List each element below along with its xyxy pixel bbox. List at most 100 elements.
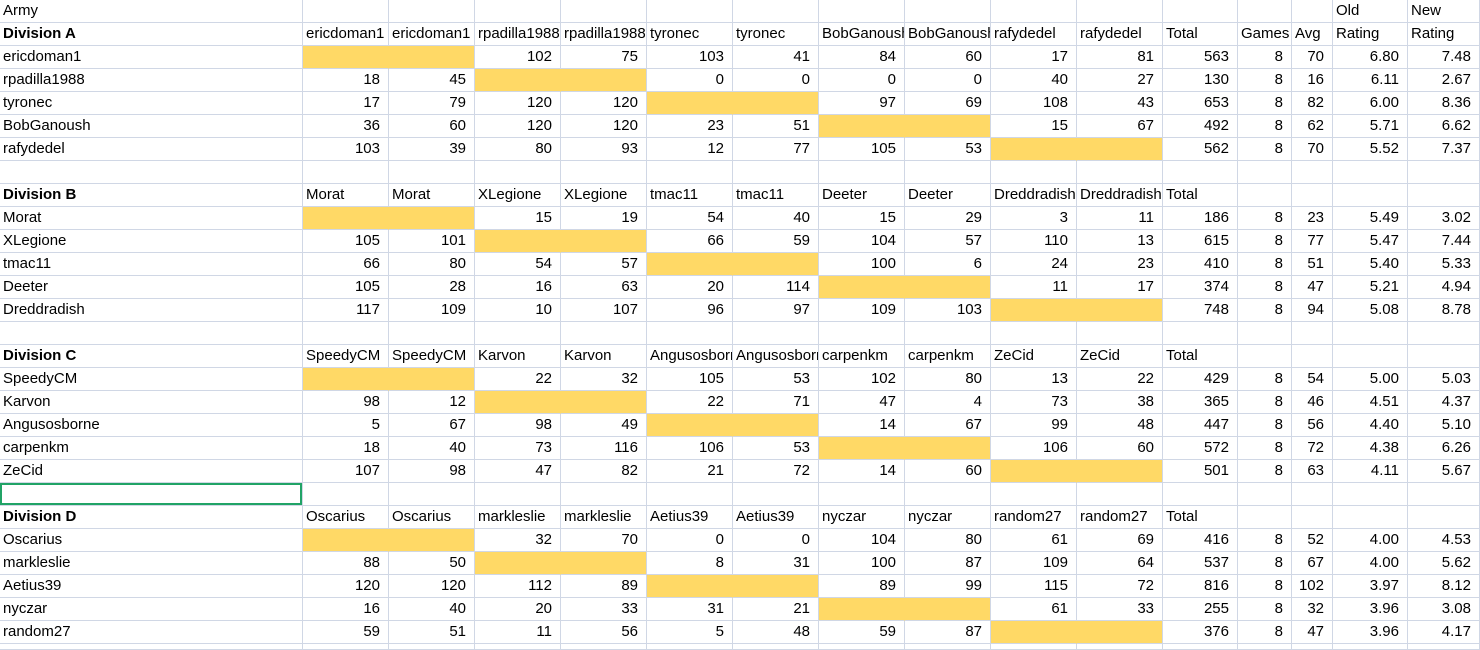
score-cell[interactable]: 24 [991,253,1077,276]
score-cell[interactable]: 114 [733,276,819,299]
score-cell[interactable]: 10 [475,299,561,322]
score-cell[interactable]: 5 [303,414,389,437]
player-column-header[interactable]: tmac11 [733,184,819,207]
empty-cell[interactable] [733,483,819,506]
empty-cell[interactable] [1077,483,1163,506]
empty-cell[interactable] [1292,161,1333,184]
new-rating-cell[interactable]: 5.33 [1408,253,1480,276]
player-column-header[interactable]: Aetius39 [647,506,733,529]
score-cell[interactable]: 15 [991,115,1077,138]
self-match-cell[interactable] [819,115,905,138]
total-header[interactable]: Total [1163,345,1238,368]
avg-cell[interactable]: 47 [1292,276,1333,299]
avg-cell[interactable]: 63 [1292,460,1333,483]
new-rating-cell[interactable]: 8.36 [1408,92,1480,115]
self-match-cell[interactable] [905,115,991,138]
score-cell[interactable]: 103 [303,138,389,161]
old-rating-cell[interactable]: 5.52 [1333,138,1408,161]
avg-cell[interactable]: 32 [1292,598,1333,621]
player-column-header[interactable]: carpenkm [905,345,991,368]
total-cell[interactable]: 429 [1163,368,1238,391]
score-cell[interactable]: 33 [1077,598,1163,621]
score-cell[interactable]: 110 [991,230,1077,253]
score-cell[interactable]: 79 [389,92,475,115]
total-cell[interactable]: 447 [1163,414,1238,437]
score-cell[interactable]: 15 [819,207,905,230]
empty-cell[interactable] [1408,322,1480,345]
score-cell[interactable]: 0 [905,69,991,92]
cell-army-label[interactable]: Army [0,0,303,23]
score-cell[interactable]: 13 [991,368,1077,391]
score-cell[interactable]: 89 [561,575,647,598]
player-row-label[interactable]: carpenkm [0,437,303,460]
new-rating-cell[interactable]: 8.78 [1408,299,1480,322]
player-row-label[interactable]: markleslie [0,552,303,575]
games-cell[interactable]: 8 [1238,598,1292,621]
old-rating-header[interactable]: Old [1333,0,1408,23]
total-cell[interactable]: 374 [1163,276,1238,299]
avg-cell[interactable]: 67 [1292,552,1333,575]
score-cell[interactable]: 47 [475,460,561,483]
new-rating-cell[interactable]: 7.44 [1408,230,1480,253]
player-column-header[interactable]: rpadilla1988 [561,23,647,46]
total-cell[interactable]: 255 [1163,598,1238,621]
score-cell[interactable]: 6 [905,253,991,276]
score-cell[interactable]: 112 [475,575,561,598]
score-cell[interactable]: 120 [561,92,647,115]
score-cell[interactable]: 4 [905,391,991,414]
score-cell[interactable]: 0 [733,69,819,92]
total-cell[interactable]: 186 [1163,207,1238,230]
score-cell[interactable]: 17 [303,92,389,115]
empty-cell[interactable] [1292,0,1333,23]
old-rating-cell[interactable]: 5.49 [1333,207,1408,230]
empty-cell[interactable] [1408,345,1480,368]
score-cell[interactable]: 61 [991,529,1077,552]
score-cell[interactable]: 31 [733,552,819,575]
self-match-cell[interactable] [1077,138,1163,161]
score-cell[interactable]: 50 [389,552,475,575]
new-rating-cell[interactable]: 5.10 [1408,414,1480,437]
player-row-label[interactable]: ericdoman1 [0,46,303,69]
games-cell[interactable]: 8 [1238,46,1292,69]
score-cell[interactable]: 64 [1077,552,1163,575]
new-rating-cell[interactable]: 5.62 [1408,552,1480,575]
score-cell[interactable]: 72 [1077,575,1163,598]
avg-cell[interactable]: 77 [1292,230,1333,253]
player-column-header[interactable]: nyczar [905,506,991,529]
avg-cell[interactable]: 52 [1292,529,1333,552]
player-column-header[interactable]: ZeCid [1077,345,1163,368]
total-header[interactable]: Total [1163,23,1238,46]
empty-cell[interactable] [905,322,991,345]
games-cell[interactable]: 8 [1238,621,1292,644]
self-match-cell[interactable] [991,621,1077,644]
empty-cell[interactable] [1292,483,1333,506]
total-cell[interactable]: 365 [1163,391,1238,414]
score-cell[interactable]: 3 [991,207,1077,230]
empty-cell[interactable] [0,322,303,345]
score-cell[interactable]: 56 [561,621,647,644]
empty-cell[interactable] [1292,184,1333,207]
score-cell[interactable]: 49 [561,414,647,437]
empty-cell[interactable] [1238,345,1292,368]
score-cell[interactable]: 105 [303,230,389,253]
score-cell[interactable]: 53 [905,138,991,161]
score-cell[interactable]: 87 [905,552,991,575]
empty-cell[interactable] [1238,483,1292,506]
empty-cell[interactable] [647,161,733,184]
score-cell[interactable]: 106 [991,437,1077,460]
score-cell[interactable]: 97 [733,299,819,322]
games-cell[interactable]: 8 [1238,69,1292,92]
score-cell[interactable]: 0 [647,529,733,552]
empty-cell[interactable] [303,322,389,345]
new-rating-cell[interactable]: 5.67 [1408,460,1480,483]
score-cell[interactable]: 59 [819,621,905,644]
empty-cell[interactable] [561,322,647,345]
score-cell[interactable]: 59 [303,621,389,644]
total-header[interactable]: Total [1163,506,1238,529]
score-cell[interactable]: 45 [389,69,475,92]
avg-cell[interactable]: 56 [1292,414,1333,437]
score-cell[interactable]: 28 [389,276,475,299]
score-cell[interactable]: 60 [905,460,991,483]
player-row-label[interactable]: random27 [0,621,303,644]
old-rating-cell[interactable]: 5.08 [1333,299,1408,322]
